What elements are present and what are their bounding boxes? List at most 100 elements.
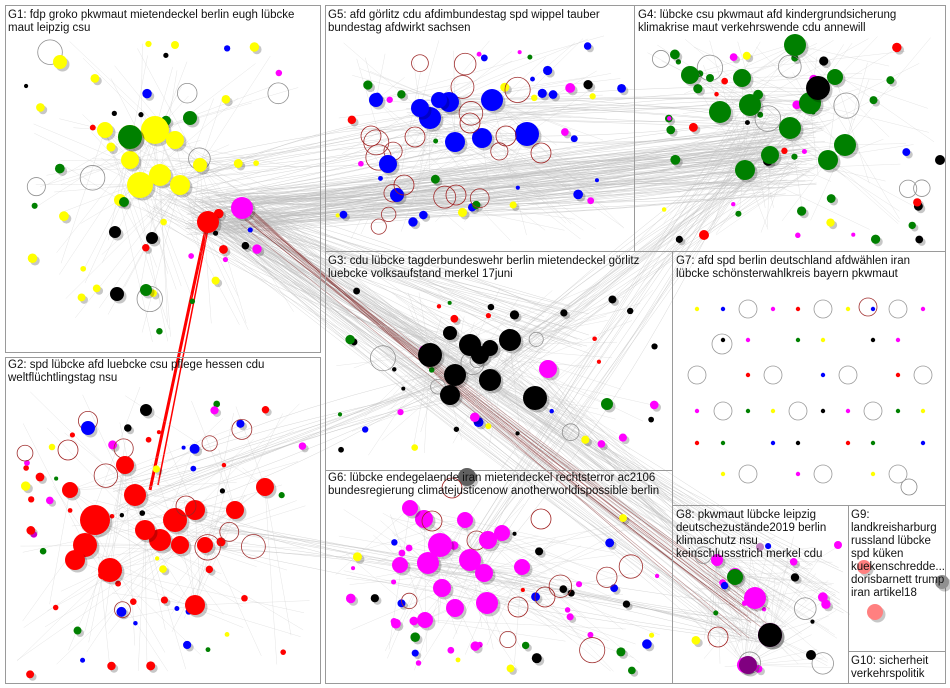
node <box>92 284 101 293</box>
node <box>784 34 806 56</box>
edge <box>351 572 485 630</box>
nodes-layer <box>16 34 950 681</box>
edge <box>125 371 488 507</box>
node <box>392 557 408 573</box>
edge <box>419 40 440 109</box>
node <box>592 336 597 342</box>
node <box>476 51 482 57</box>
node <box>618 433 627 442</box>
edge <box>171 509 236 615</box>
node <box>494 525 510 541</box>
node <box>895 337 901 343</box>
node <box>457 207 468 218</box>
edge <box>716 536 776 561</box>
edge <box>200 217 840 594</box>
node <box>457 512 473 528</box>
edge <box>101 184 181 255</box>
edge <box>744 610 837 666</box>
node <box>869 96 878 105</box>
edge <box>693 46 811 104</box>
edge <box>349 566 523 585</box>
edge <box>179 534 786 627</box>
node <box>418 343 442 367</box>
edge <box>438 38 589 101</box>
node <box>149 164 171 186</box>
edge <box>56 159 131 253</box>
node-self-loop <box>687 365 707 385</box>
node <box>141 116 169 144</box>
edge <box>47 509 236 611</box>
node <box>601 398 613 410</box>
node <box>654 573 660 579</box>
node <box>409 616 419 626</box>
node <box>108 440 118 450</box>
node <box>106 142 116 152</box>
node <box>608 295 617 304</box>
node <box>447 300 452 305</box>
edge <box>423 518 427 653</box>
edge <box>534 289 654 399</box>
node <box>915 235 924 244</box>
node <box>605 538 615 548</box>
node-self-loop <box>175 495 197 517</box>
node <box>699 230 709 240</box>
node <box>735 210 742 217</box>
node-self-loop <box>548 574 573 598</box>
edge <box>716 559 813 570</box>
node-self-loop <box>863 401 883 421</box>
node-self-loop <box>833 92 860 119</box>
edge <box>228 193 542 341</box>
edge <box>454 535 484 609</box>
node <box>213 230 219 236</box>
node <box>223 45 231 52</box>
node-self-loop <box>763 365 783 385</box>
node <box>450 314 459 323</box>
node <box>181 445 186 450</box>
node <box>770 306 776 312</box>
node <box>908 221 916 230</box>
node <box>523 386 547 410</box>
node <box>226 501 244 519</box>
node-self-loop <box>401 592 418 610</box>
edge <box>179 184 309 209</box>
node <box>216 537 226 547</box>
edge <box>731 96 746 171</box>
node <box>152 465 160 473</box>
edge <box>488 339 511 446</box>
edge <box>418 532 503 668</box>
node <box>118 125 142 149</box>
node <box>482 340 498 356</box>
edge <box>438 40 490 101</box>
edge <box>44 509 236 628</box>
node <box>67 508 73 513</box>
edge <box>396 57 546 196</box>
node <box>470 641 481 651</box>
edge <box>171 509 236 633</box>
node-self-loop <box>652 50 670 68</box>
edge <box>452 113 769 574</box>
edge <box>844 62 868 146</box>
group-box-g5 <box>325 5 635 252</box>
node-self-loop <box>433 185 457 209</box>
edge <box>424 619 626 630</box>
edge <box>199 216 547 312</box>
node-self-loop <box>37 39 63 65</box>
node <box>433 579 451 597</box>
node <box>185 595 205 615</box>
edge <box>744 551 794 666</box>
node <box>616 647 626 657</box>
edge <box>112 592 196 606</box>
node <box>560 309 568 317</box>
node <box>405 544 413 552</box>
node-self-loop <box>530 142 552 164</box>
node <box>221 462 227 468</box>
edge <box>735 159 829 219</box>
edge-heavy <box>157 223 210 486</box>
node <box>363 80 373 90</box>
edge <box>154 85 273 131</box>
node <box>820 337 826 343</box>
edge <box>264 486 278 665</box>
edge <box>491 99 572 131</box>
edge <box>419 107 591 199</box>
node-self-loop <box>788 401 808 421</box>
